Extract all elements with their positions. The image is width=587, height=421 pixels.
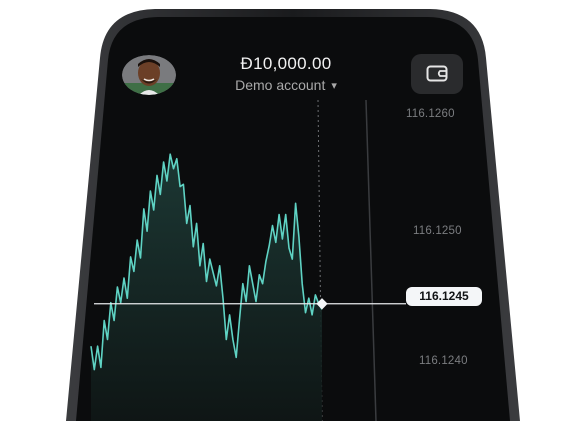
chevron-down-icon: ▾: [331, 80, 337, 92]
account-type-label: Demo account: [235, 77, 326, 93]
avatar-icon: [122, 55, 176, 95]
account-balance: Đ10,000.00: [240, 54, 332, 73]
price-area: [91, 154, 322, 421]
y-tick-label: 116.1250: [413, 225, 462, 237]
current-price-marker: [316, 298, 328, 310]
y-tick-label: 116.1260: [406, 108, 455, 120]
header: Đ10,000.00 Demo account ▾: [0, 0, 587, 110]
crosshair-vertical: [317, 99, 323, 421]
user-avatar[interactable]: [122, 55, 176, 95]
grid-line-vertical: [365, 99, 377, 421]
wallet-icon: [426, 65, 448, 82]
wallet-button[interactable]: [411, 54, 463, 94]
account-type-dropdown[interactable]: Demo account ▾: [186, 77, 386, 93]
y-tick-label: 116.1240: [419, 355, 468, 367]
current-price-badge: 116.1245: [406, 287, 482, 306]
price-line: [90, 153, 323, 371]
